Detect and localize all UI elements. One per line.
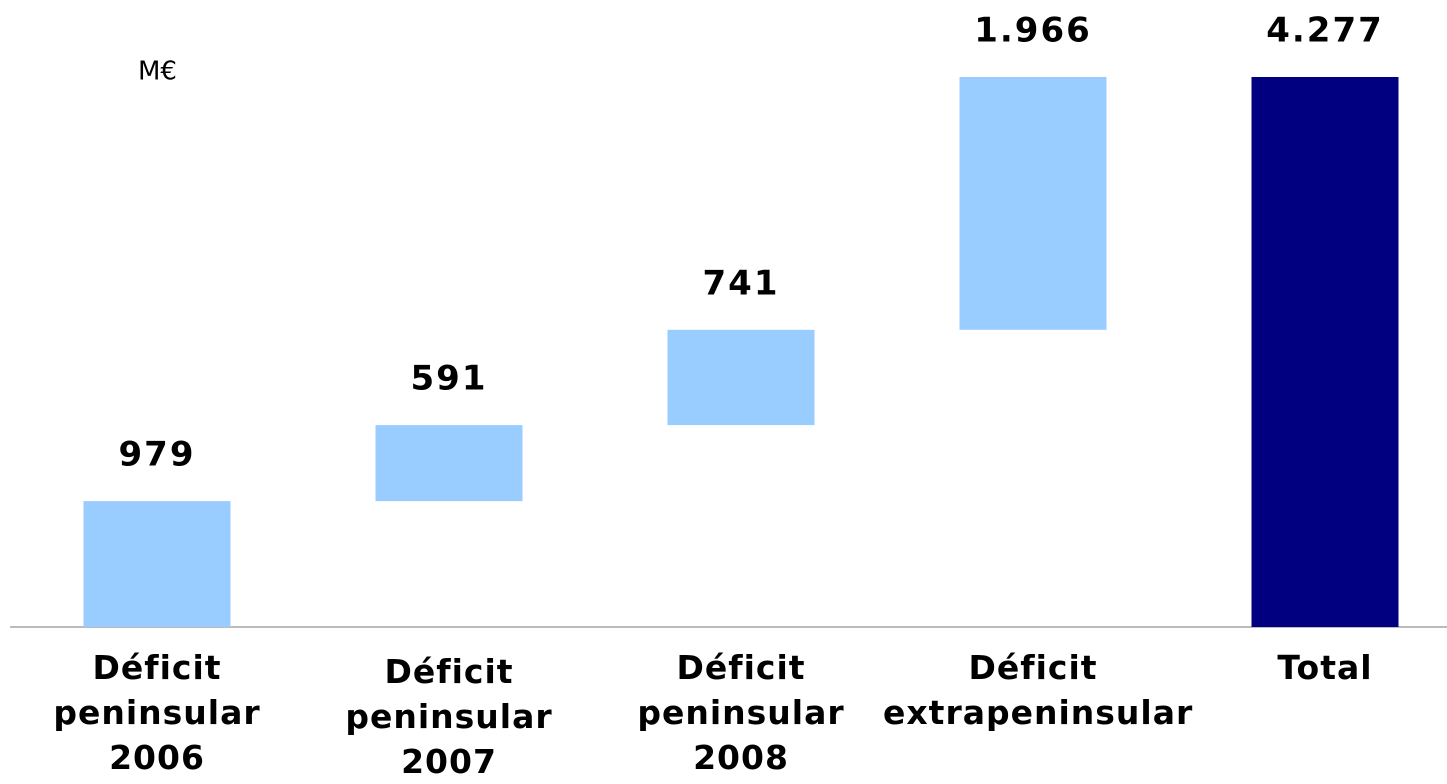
category-label: Déficit extrapeninsular bbox=[883, 648, 1194, 732]
bar bbox=[959, 77, 1107, 330]
category-label: Déficit peninsular 2006 bbox=[53, 648, 261, 777]
bar bbox=[667, 329, 815, 426]
bar bbox=[375, 425, 523, 502]
category-label: Total bbox=[1277, 648, 1373, 687]
value-label: 1.966 bbox=[974, 11, 1092, 51]
value-label: 741 bbox=[703, 263, 780, 303]
bar bbox=[1251, 77, 1399, 627]
unit-label: M€ bbox=[138, 57, 177, 87]
category-label: Déficit peninsular 2007 bbox=[345, 652, 553, 781]
bar bbox=[83, 501, 231, 627]
value-label: 591 bbox=[411, 359, 488, 399]
category-label: Déficit peninsular 2008 bbox=[637, 648, 845, 777]
value-label: 979 bbox=[119, 435, 196, 475]
value-label: 4.277 bbox=[1266, 11, 1384, 51]
